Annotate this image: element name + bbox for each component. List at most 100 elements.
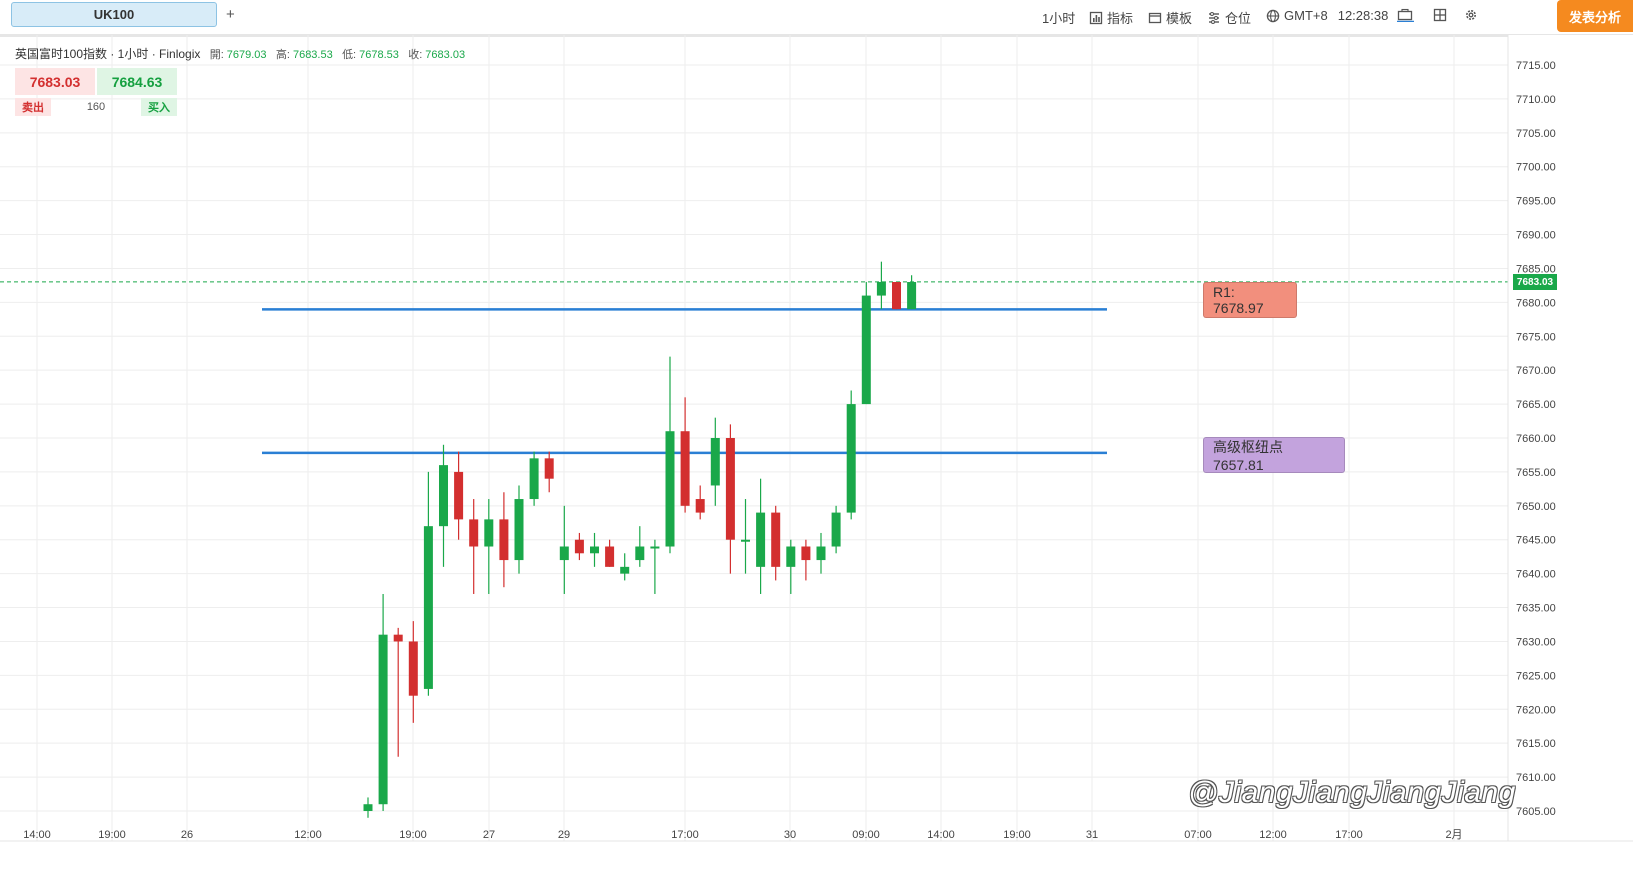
candle — [680, 397, 690, 513]
price-tick-label: 7635.00 — [1516, 603, 1556, 615]
settings-button[interactable] — [1464, 8, 1478, 22]
price-tick-label: 7620.00 — [1516, 704, 1556, 716]
candle — [771, 505, 781, 581]
candle — [484, 499, 494, 594]
candle — [650, 539, 660, 594]
candle — [454, 451, 464, 540]
price-tick-label: 7605.00 — [1516, 806, 1556, 818]
positions-button[interactable]: 仓位 — [1207, 8, 1251, 27]
candle-body — [846, 404, 856, 513]
candle-body — [801, 546, 811, 561]
top-toolbar: UK100 + 1小时 指标 模板 仓位 GMT+8 12:28:38 发表分析 — [0, 0, 1633, 37]
legend-close-value: 7683.03 — [425, 49, 466, 61]
candle-body — [816, 546, 826, 561]
candle-body — [423, 526, 433, 689]
price-tick-label: 7640.00 — [1516, 569, 1556, 581]
price-tick-label: 7625.00 — [1516, 670, 1556, 682]
legend-low-label: 低: — [342, 49, 357, 61]
clock-label: 12:28:38 — [1337, 8, 1389, 23]
buy-button[interactable]: 买入 — [141, 98, 177, 116]
candle-body — [786, 546, 796, 567]
candle — [529, 451, 539, 506]
candle — [786, 539, 796, 594]
candle — [725, 424, 735, 574]
time-tick-label: 14:00 — [927, 829, 955, 841]
sell-price[interactable]: 7683.03 — [15, 68, 95, 95]
positions-label: 仓位 — [1225, 11, 1252, 26]
price-tick-label: 7655.00 — [1516, 467, 1556, 479]
candle-body — [665, 431, 675, 547]
price-tick-label: 7630.00 — [1516, 636, 1556, 648]
time-tick-label: 27 — [483, 829, 495, 841]
candle-body — [363, 804, 373, 811]
time-tick-label: 17:00 — [1335, 829, 1363, 841]
candle-body — [635, 546, 645, 561]
candle-body — [620, 566, 630, 574]
quantity-field[interactable]: 160 — [86, 101, 106, 113]
candle — [861, 282, 871, 405]
indicators-button[interactable]: 指标 — [1089, 8, 1133, 27]
price-tick-label: 7670.00 — [1516, 365, 1556, 377]
screenshot-button[interactable] — [1397, 8, 1414, 22]
legend-title: 英国富时100指数 · 1小时 · Finlogix — [15, 47, 201, 61]
price-tick-label: 7615.00 — [1516, 738, 1556, 750]
publish-analysis-button[interactable]: 发表分析 — [1557, 0, 1633, 32]
candle-body — [861, 295, 871, 405]
candle — [514, 485, 524, 574]
candle — [831, 505, 841, 554]
candle-body — [559, 546, 569, 561]
candle — [574, 532, 584, 561]
templates-icon — [1148, 12, 1162, 23]
candle — [499, 492, 509, 588]
templates-label: 模板 — [1166, 11, 1193, 26]
templates-button[interactable]: 模板 — [1148, 8, 1192, 27]
legend-high-label: 高: — [275, 49, 290, 61]
candle-body — [590, 546, 599, 554]
pivot-level-label: 高级枢纽点 7657.81 — [1203, 437, 1345, 473]
price-tick-label: 7645.00 — [1516, 535, 1556, 547]
candle-body — [725, 438, 735, 540]
timezone-button[interactable]: GMT+8 12:28:38 — [1266, 8, 1388, 23]
gear-icon — [1466, 10, 1476, 20]
price-tick-label: 7680.00 — [1516, 297, 1556, 309]
candle-body — [544, 458, 554, 479]
time-tick-label: 19:00 — [98, 829, 126, 841]
symbol-tab[interactable]: UK100 — [11, 2, 217, 27]
chart-legend: 英国富时100指数 · 1小时 · Finlogix 開: 7679.03 高: 7… — [15, 45, 465, 62]
price-tick-label: 7660.00 — [1516, 433, 1556, 445]
candle-body — [439, 465, 448, 527]
layout-button[interactable] — [1433, 8, 1447, 22]
price-tick-label: 7685.00 — [1516, 263, 1556, 275]
add-tab-button[interactable]: + — [226, 6, 235, 23]
candle — [665, 356, 675, 554]
timeframe-selector[interactable]: 1小时 — [1042, 8, 1075, 27]
price-tick-label: 7610.00 — [1516, 772, 1556, 784]
time-tick-label: 19:00 — [1003, 829, 1031, 841]
candle-body — [680, 431, 690, 506]
candle — [620, 553, 630, 581]
price-tick-label: 7650.00 — [1516, 501, 1556, 513]
candle — [439, 444, 448, 567]
candle-body — [499, 519, 509, 561]
candlestick-chart[interactable]: 7715.00 7710.00 7705.00 7700.00 7695.00 7690.… — [0, 35, 1633, 879]
buy-price[interactable]: 7684.63 — [97, 68, 177, 95]
sell-button[interactable]: 卖出 — [15, 98, 51, 116]
candle — [469, 499, 479, 594]
grid-layout-icon — [1433, 8, 1447, 22]
candle-body — [771, 512, 781, 567]
price-tick-label: 7710.00 — [1516, 94, 1556, 106]
indicators-icon — [1089, 11, 1103, 24]
time-tick-label: 2月 — [1445, 829, 1462, 841]
candle — [544, 451, 554, 493]
last-price-tag: 7683.03 — [1513, 274, 1557, 290]
time-axis: 14:00 19:00 26 12:00 19:00 27 29 17:00 30 09:00 14… — [0, 829, 1633, 842]
candle — [695, 485, 705, 520]
candle — [741, 499, 750, 574]
candle — [876, 261, 886, 310]
time-tick-label: 07:00 — [1184, 829, 1212, 841]
price-tick-label: 7675.00 — [1516, 331, 1556, 343]
candle — [756, 478, 766, 594]
time-tick-label: 30 — [784, 829, 796, 841]
candle — [393, 627, 403, 757]
candle-body — [695, 499, 705, 513]
